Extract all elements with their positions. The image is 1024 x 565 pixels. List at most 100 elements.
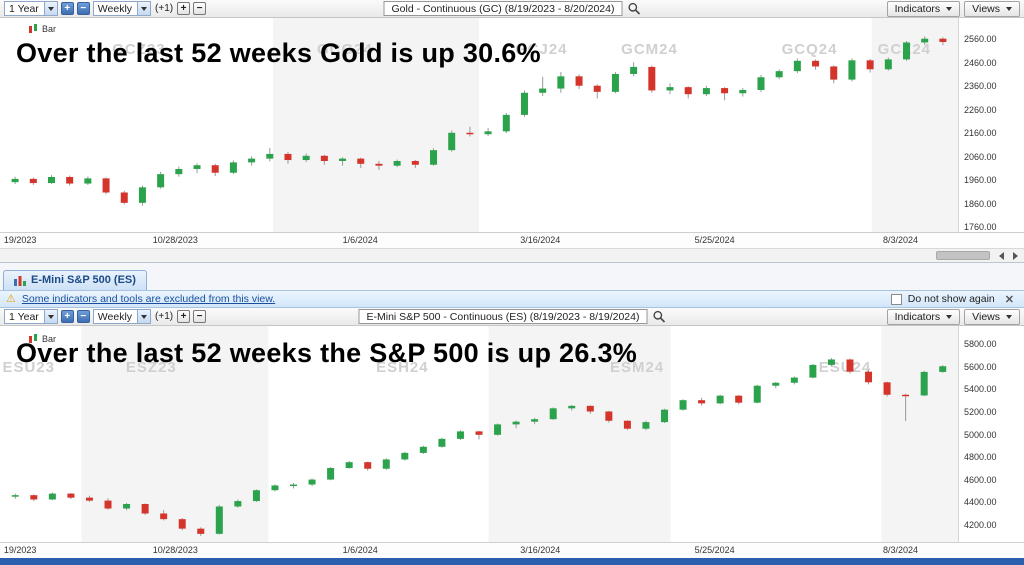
price-axis-label: 2560.00	[964, 34, 997, 45]
price-axis-label: 5600.00	[964, 361, 997, 372]
range-select[interactable]: 1 Year	[4, 1, 58, 16]
contract-watermark: ESH24	[376, 359, 429, 376]
time-axis-label: 3/16/2024	[520, 545, 561, 555]
bar-legend-label: Bar	[42, 334, 57, 344]
gold-time-axis[interactable]: 19/2023 10/28/2023 1/6/2024 3/16/2024 5/25/2…	[0, 232, 1024, 248]
price-axis-label: 2060.00	[964, 151, 997, 162]
time-axis-label: 10/28/2023	[152, 545, 198, 555]
range-decrease-button[interactable]: −	[76, 310, 90, 323]
period-select[interactable]: Weekly	[92, 1, 152, 16]
notification-bar: ⚠ Some indicators and tools are excluded…	[0, 290, 1024, 308]
bar-legend-icon	[28, 334, 38, 344]
scroll-left-button[interactable]	[994, 250, 1008, 261]
bar-series-legend[interactable]: Bar	[28, 24, 56, 34]
gold-annotation-text[interactable]: Over the last 52 weeks Gold is up 30.6%	[16, 38, 541, 68]
es-annotation-text[interactable]: Over the last 52 weeks the S&P 500 is up…	[16, 338, 638, 368]
bar-series-legend[interactable]: Bar	[28, 334, 56, 344]
search-icon[interactable]	[652, 310, 666, 323]
price-axis-label: 5000.00	[964, 429, 997, 440]
time-axis-label: 1/6/2024	[342, 235, 378, 245]
range-select-value: 1 Year	[9, 310, 39, 323]
window-bottom-strip	[0, 558, 1024, 565]
indicators-button-label: Indicators	[894, 310, 941, 323]
bar-legend-label: Bar	[42, 24, 57, 34]
es-price-axis[interactable]: 5800.00 5600.00 5400.00 5200.00 5000.00 4800.…	[958, 326, 1024, 542]
price-axis-label: 4200.00	[964, 520, 997, 531]
shift-minus-button[interactable]: −	[193, 2, 207, 15]
time-axis-label: 19/2023	[3, 545, 37, 555]
left-arrow-icon	[998, 251, 1004, 260]
contract-watermark: GCQ24	[782, 41, 838, 58]
bar-shift-label: (+1)	[155, 3, 174, 14]
price-axis-label: 1860.00	[964, 198, 997, 209]
time-axis-label: 10/28/2023	[152, 235, 198, 245]
es-candlestick-plot[interactable]: ESU23 ESZ23 ESH24 ESM24 ESU24	[0, 326, 958, 542]
price-axis-label: 4400.00	[964, 497, 997, 508]
es-time-axis[interactable]: 19/2023 10/28/2023 1/6/2024 3/16/2024 5/25/2…	[0, 542, 1024, 558]
contract-watermark: GCM24	[621, 41, 678, 58]
range-increase-button[interactable]: +	[60, 2, 74, 15]
price-axis-label: 1760.00	[964, 222, 997, 233]
dropdown-arrow-icon	[137, 310, 151, 323]
gold-candlestick-plot[interactable]: GCZ23GCG24GCJ24GCM24GCQ24GCZ24	[0, 18, 958, 232]
shift-plus-button[interactable]: +	[177, 2, 191, 15]
search-icon[interactable]	[627, 2, 641, 15]
range-decrease-button[interactable]: −	[76, 2, 90, 15]
warning-icon: ⚠	[6, 292, 16, 305]
time-axis-label: 1/6/2024	[342, 545, 378, 555]
right-arrow-icon	[1012, 251, 1018, 260]
gold-price-axis[interactable]: 2560.00 2460.00 2360.00 2260.00 2160.00 2060.…	[958, 18, 1024, 232]
indicators-button[interactable]: Indicators	[886, 308, 961, 325]
views-button-label: Views	[972, 310, 1000, 323]
scrollbar-thumb[interactable]	[936, 251, 990, 260]
time-axis-label: 19/2023	[3, 235, 37, 245]
range-increase-button[interactable]: +	[60, 310, 74, 323]
price-axis-label: 4600.00	[964, 474, 997, 485]
views-button[interactable]: Views	[964, 308, 1020, 325]
es-chart-toolbar: 1 Year + − Weekly (+1) + − E-Mini S&P 50…	[0, 308, 1024, 326]
close-icon[interactable]: ✕	[1004, 293, 1014, 306]
time-axis-label: 5/25/2024	[694, 545, 735, 555]
bar-legend-icon	[28, 24, 38, 34]
period-select[interactable]: Weekly	[92, 309, 152, 324]
period-select-value: Weekly	[97, 2, 133, 15]
bar-shift-label: (+1)	[155, 311, 174, 322]
gold-chart[interactable]: GCZ23GCG24GCJ24GCM24GCQ24GCZ24 2560.0024…	[0, 18, 1024, 232]
indicators-button-label: Indicators	[894, 2, 941, 15]
contract-watermark: ESU23	[2, 359, 55, 376]
es-chart[interactable]: ESU23 ESZ23 ESH24 ESM24 ESU24 5800.00 5600.00…	[0, 326, 1024, 542]
period-select-value: Weekly	[97, 310, 133, 323]
do-not-show-again-label[interactable]: Do not show again	[907, 293, 995, 305]
price-axis-label: 5200.00	[964, 406, 997, 417]
contract-watermark: GCJ24	[515, 41, 568, 58]
shift-minus-button[interactable]: −	[193, 310, 207, 323]
time-axis-label: 8/3/2024	[882, 545, 919, 555]
price-axis-label: 2360.00	[964, 81, 997, 92]
price-axis-label: 5400.00	[964, 384, 997, 395]
symbol-title[interactable]: E-Mini S&P 500 - Continuous (ES) (8/19/2…	[358, 309, 648, 324]
indicators-button[interactable]: Indicators	[886, 0, 961, 17]
time-axis-label: 5/25/2024	[694, 235, 735, 245]
range-select[interactable]: 1 Year	[4, 309, 58, 324]
chart-tab-bar: E-Mini S&P 500 (ES)	[0, 262, 1024, 290]
views-button-label: Views	[972, 2, 1000, 15]
price-axis-label: 4800.00	[964, 452, 997, 463]
contract-watermark: GCZ23	[112, 41, 165, 58]
dropdown-arrow-icon	[137, 2, 151, 15]
symbol-title[interactable]: Gold - Continuous (GC) (8/19/2023 - 8/20…	[383, 1, 623, 16]
do-not-show-again-checkbox[interactable]	[890, 293, 902, 305]
range-select-value: 1 Year	[9, 2, 39, 15]
scroll-right-button[interactable]	[1008, 250, 1022, 261]
symbol-title-text: E-Mini S&P 500 - Continuous (ES) (8/19/2…	[366, 310, 640, 323]
dropdown-arrow-icon	[43, 310, 57, 323]
shift-plus-button[interactable]: +	[177, 310, 191, 323]
price-axis-label: 2460.00	[964, 57, 997, 68]
tab-es-chart[interactable]: E-Mini S&P 500 (ES)	[3, 270, 147, 290]
views-button[interactable]: Views	[964, 0, 1020, 17]
tab-es-chart-label: E-Mini S&P 500 (ES)	[31, 274, 136, 286]
notification-message[interactable]: Some indicators and tools are excluded f…	[21, 293, 276, 305]
dropdown-arrow-icon	[43, 2, 57, 15]
gold-chart-scrollbar[interactable]	[0, 248, 1024, 262]
chart-icon	[14, 275, 26, 286]
